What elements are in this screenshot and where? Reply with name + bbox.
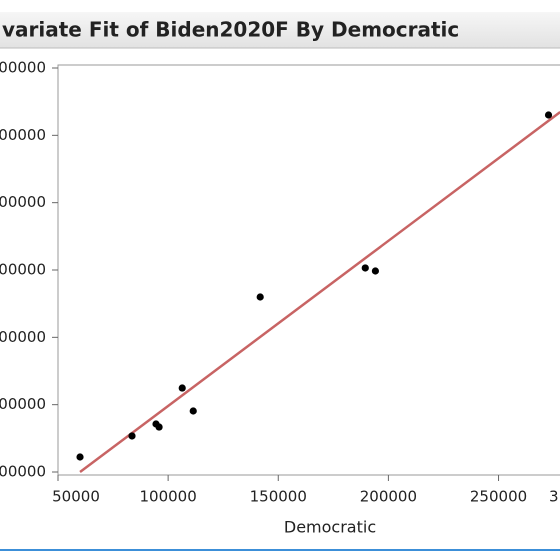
data-point [544, 111, 553, 119]
data-point [256, 293, 264, 301]
y-tick-label: 00000 [0, 59, 46, 77]
y-tick-label: 00000 [0, 463, 46, 481]
y-tick-label: 00000 [0, 126, 46, 144]
data-point [371, 267, 380, 275]
title-bar [0, 12, 560, 48]
chart-title: variate Fit of Biden2020F By Democratic [2, 18, 459, 42]
x-tick-label: 150000 [250, 488, 307, 506]
y-tick-label: 00000 [0, 328, 46, 346]
data-point [128, 432, 136, 440]
data-point [76, 453, 84, 461]
data-point [155, 423, 163, 431]
data-point [361, 264, 369, 272]
x-tick-label: 200000 [360, 488, 417, 506]
x-tick-label: 3 [549, 488, 559, 506]
x-tick-label: 250000 [470, 488, 527, 506]
y-tick-label: 00000 [0, 395, 46, 413]
data-point [178, 384, 186, 392]
data-point [189, 407, 197, 415]
y-tick-label: 00000 [0, 193, 46, 211]
plot-frame [57, 64, 560, 476]
x-axis-label: Democratic [284, 518, 376, 537]
x-tick-label: 50000 [52, 488, 100, 506]
x-tick-label: 100000 [139, 488, 196, 506]
y-tick-label: 00000 [0, 261, 46, 279]
fit-line [79, 111, 560, 474]
